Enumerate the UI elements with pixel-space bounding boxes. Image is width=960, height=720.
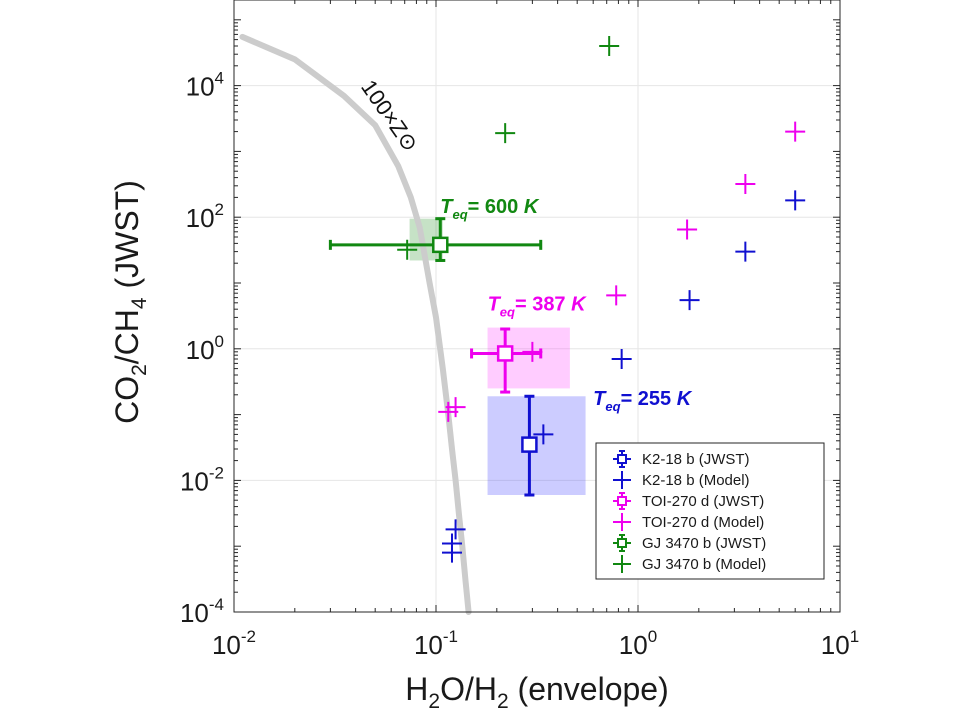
jwst-marker: [432, 236, 449, 254]
legend-box: [595, 442, 825, 580]
legend: K2-18 b (JWST) K2-18 b (Model) TOI-270 d (…: [595, 442, 825, 580]
legend-entry-label: K2-18 b (Model): [642, 472, 750, 489]
jwst-marker: [521, 436, 538, 453]
jwst-point: [470, 327, 543, 394]
model-point: [445, 397, 466, 418]
legend-square-symbol: [617, 538, 627, 548]
temperature-label: Teq= 255 K: [593, 388, 693, 414]
model-point: [735, 173, 756, 194]
legend-model-symbol: [613, 513, 631, 531]
jwst-point: [521, 394, 538, 497]
model-point: [522, 341, 543, 362]
temperature-annotations: Teq= 600 K Teq= 387 K Teq= 255 K: [440, 196, 692, 414]
model-point: [735, 241, 756, 262]
y-tick-label: 102: [186, 200, 224, 233]
legend-entry-label: TOI-270 d (Model): [642, 514, 764, 531]
model-point: [397, 239, 418, 260]
temperature-label: Teq= 387 K: [488, 294, 588, 320]
legend-square-symbol: [617, 454, 627, 464]
y-tick-label: 100: [186, 332, 224, 365]
legend-model-symbol: [613, 555, 631, 573]
y-tick-label: 10-2: [180, 463, 224, 496]
metallicity-curve: [239, 33, 472, 615]
model-point: [533, 424, 554, 445]
y-tick-label: 10-4: [180, 595, 224, 628]
y-tick-label: 104: [186, 69, 224, 102]
temperature-label: Teq= 600 K: [440, 196, 540, 222]
x-tick-label: 10-2: [212, 627, 256, 660]
model-point: [679, 290, 700, 311]
model-point: [441, 533, 462, 554]
x-tick-label: 10-1: [414, 627, 458, 660]
jwst-marker: [496, 345, 514, 362]
legend-model-symbol: [613, 471, 631, 489]
x-tick-label: 101: [821, 627, 859, 660]
legend-entry-label: TOI-270 d (JWST): [642, 493, 764, 510]
model-point: [677, 219, 698, 240]
axes-box: [233, 0, 841, 613]
legend-square-symbol: [617, 496, 627, 506]
jwst-point: [328, 217, 543, 262]
legend-entry-label: GJ 3470 b (Model): [642, 556, 766, 573]
model-point: [785, 190, 806, 211]
legend-entry-label: GJ 3470 b (JWST): [642, 535, 766, 552]
model-point: [785, 121, 806, 142]
model-point: [599, 35, 620, 56]
legend-entry-label: K2-18 b (JWST): [642, 451, 750, 468]
x-axis-label: H2O/H2 (envelope): [405, 671, 668, 713]
y-axis-label: CO2/CH4 (JWST): [109, 180, 151, 424]
x-tick-label: 100: [619, 627, 657, 660]
model-point: [606, 285, 627, 306]
curve-line: [239, 33, 472, 615]
model-point: [495, 123, 516, 144]
data-points: [328, 35, 806, 563]
model-point: [611, 348, 632, 369]
model-point: [445, 519, 466, 540]
